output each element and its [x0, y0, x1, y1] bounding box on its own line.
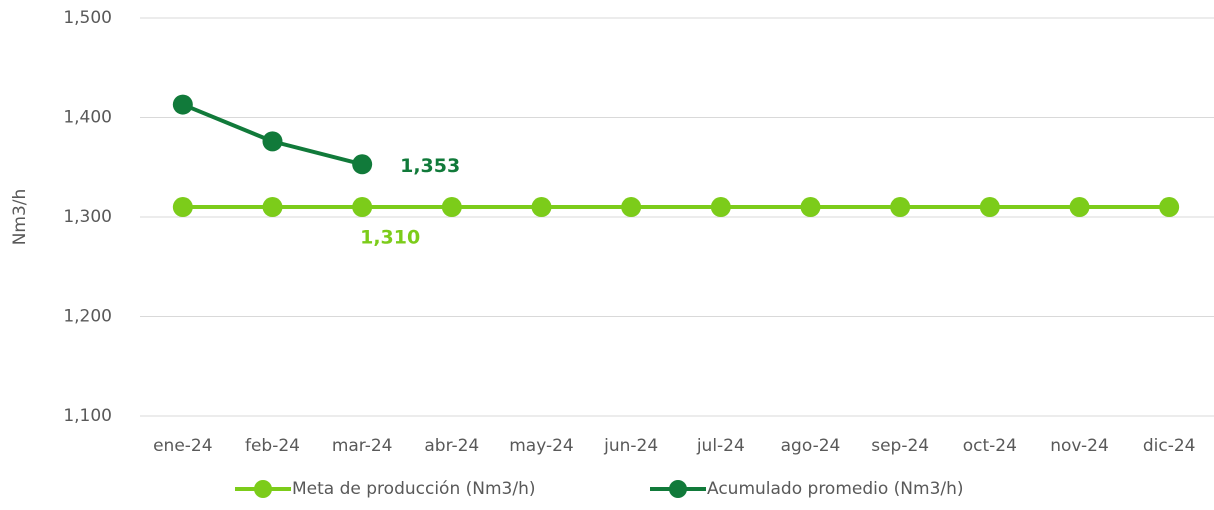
x-tick-label: nov-24: [1050, 436, 1109, 456]
legend-marker: [254, 480, 272, 498]
value-label: 1,310: [360, 227, 420, 249]
point: [262, 197, 283, 218]
point: [262, 131, 283, 152]
point: [1159, 197, 1180, 218]
legend-label: Meta de producción (Nm3/h): [292, 479, 536, 499]
point: [352, 197, 373, 218]
point: [531, 197, 552, 218]
x-tick-label: dic-24: [1143, 436, 1196, 456]
point: [800, 197, 821, 218]
legend-label: Acumulado promedio (Nm3/h): [707, 479, 964, 499]
x-tick-label: ene-24: [153, 436, 212, 456]
point: [441, 197, 462, 218]
point: [172, 197, 193, 218]
point: [352, 154, 373, 175]
x-tick-label: oct-24: [963, 436, 1017, 456]
x-tick-label: sep-24: [871, 436, 929, 456]
y-tick-label: 1,100: [63, 406, 112, 426]
x-tick-label: jun-24: [603, 436, 658, 456]
y-tick-label: 1,400: [63, 108, 112, 128]
x-tick-label: abr-24: [424, 436, 479, 456]
x-tick-label: ago-24: [781, 436, 841, 456]
point: [890, 197, 911, 218]
y-tick-label: 1,500: [63, 8, 112, 28]
point: [979, 197, 1000, 218]
x-tick-label: jul-24: [696, 436, 745, 456]
point: [710, 197, 731, 218]
y-tick-label: 1,200: [63, 307, 112, 327]
value-label: 1,353: [400, 155, 460, 177]
legend-marker: [669, 480, 687, 498]
point: [1069, 197, 1090, 218]
point: [621, 197, 642, 218]
x-tick-label: feb-24: [245, 436, 300, 456]
y-tick-label: 1,300: [63, 207, 112, 227]
y-axis-label: Nm3/h: [10, 189, 30, 246]
point: [172, 94, 193, 115]
x-tick-label: may-24: [509, 436, 574, 456]
x-tick-label: mar-24: [332, 436, 393, 456]
